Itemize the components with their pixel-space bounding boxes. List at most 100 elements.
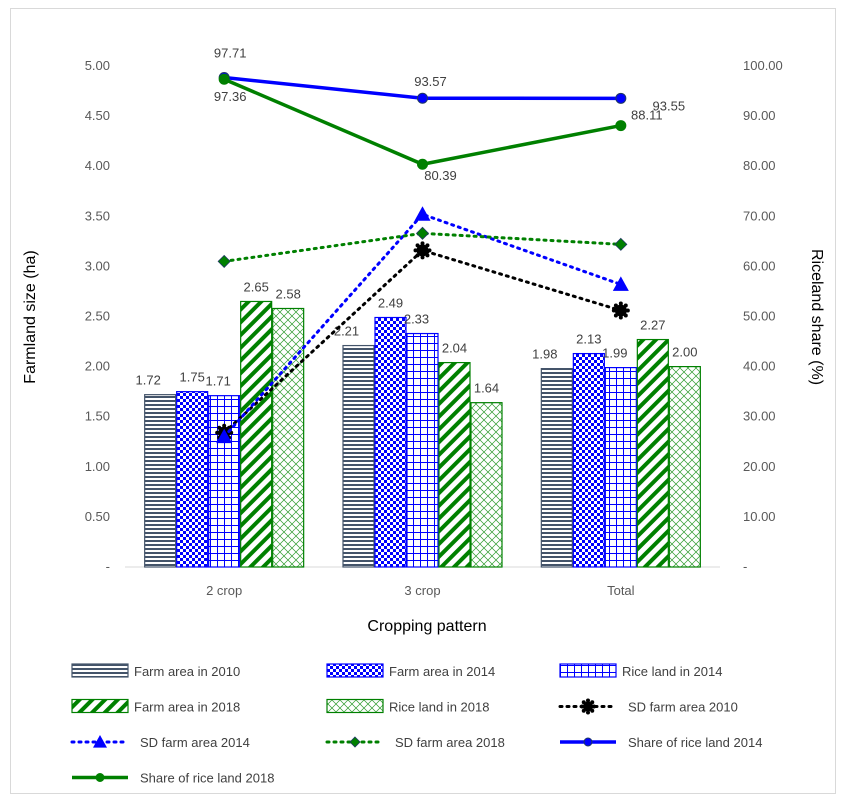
category-label: 2 crop — [206, 583, 242, 598]
left-tick-label: 1.50 — [85, 409, 110, 424]
line-marker — [583, 701, 593, 712]
line-marker — [590, 700, 595, 705]
legend-label: SD farm area 2010 — [628, 700, 738, 715]
line-marker — [420, 241, 425, 246]
left-tick-label: 3.50 — [85, 208, 110, 223]
left-tick-label: 1.00 — [85, 459, 110, 474]
line-marker — [581, 708, 586, 713]
line-marker — [586, 698, 590, 703]
category-labels: 2 crop 3 crop Total — [206, 583, 635, 598]
bar — [470, 402, 503, 568]
line-marker — [618, 301, 623, 306]
line-marker — [217, 425, 222, 430]
bar — [604, 367, 637, 568]
line-marker — [420, 255, 425, 260]
line-marker — [615, 120, 627, 132]
bar-data-label: 1.64 — [474, 381, 499, 396]
legend-swatch — [71, 698, 129, 714]
line-marker — [413, 248, 418, 253]
right-tick-label: 10.00 — [743, 509, 776, 524]
line-marker — [216, 428, 233, 444]
line-data-label: 88.11 — [631, 108, 663, 123]
bar-data-label: 2.00 — [672, 345, 697, 360]
bar — [572, 352, 605, 568]
bar-data-label: 1.99 — [602, 346, 627, 361]
legend-label: Rice land in 2018 — [389, 700, 489, 715]
line-marker — [349, 736, 361, 748]
line-marker — [215, 430, 220, 435]
left-tick-label: 2.50 — [85, 309, 110, 324]
line-data-labels: 97.71 93.57 93.55 97.36 80.39 88.11 — [214, 45, 685, 183]
left-tick-label: 2.00 — [85, 359, 110, 374]
legend-label: Farm area in 2018 — [134, 700, 240, 715]
bar-data-label: 2.27 — [640, 318, 665, 333]
legend-label: SD farm area 2018 — [395, 735, 505, 750]
left-tick-label: 5.00 — [85, 58, 110, 73]
bar — [240, 300, 273, 568]
bar — [636, 338, 669, 568]
line-marker — [425, 253, 430, 258]
line-data-label: 97.36 — [214, 89, 247, 104]
bar-data-label: 2.49 — [378, 296, 403, 311]
right-tick-label: 100.00 — [743, 58, 783, 73]
bar — [374, 316, 407, 568]
bar — [438, 361, 471, 568]
line-marker — [623, 313, 628, 318]
right-tick-label: 80.00 — [743, 158, 776, 173]
right-tick-label: 40.00 — [743, 359, 776, 374]
bar-data-label: 2.21 — [334, 324, 359, 339]
right-tick-label: 50.00 — [743, 309, 776, 324]
line-data-label: 93.57 — [414, 74, 447, 89]
line-marker — [592, 704, 596, 709]
bar — [406, 332, 439, 568]
bars — [144, 300, 701, 568]
bar-data-label: 1.72 — [136, 373, 161, 388]
line-data-label: 97.71 — [214, 45, 247, 60]
right-tick-label: 30.00 — [743, 409, 776, 424]
legend-label: Farm area in 2010 — [134, 664, 240, 679]
line-marker — [217, 254, 231, 268]
line-marker — [417, 92, 428, 104]
bar — [342, 344, 375, 568]
line-data-label: 80.39 — [424, 168, 457, 183]
bar-data-label: 2.13 — [576, 332, 601, 347]
legend-label: Farm area in 2014 — [389, 664, 495, 679]
left-tick-label: 4.00 — [85, 158, 110, 173]
line-marker — [583, 737, 593, 747]
line-marker — [218, 73, 230, 85]
category-label: 3 crop — [404, 583, 440, 598]
left-tick-label: 4.50 — [85, 108, 110, 123]
legend-swatch — [326, 698, 384, 714]
bar — [144, 394, 177, 568]
right-axis-ticks: - 10.00 20.00 30.00 40.00 50.00 60.00 70.00 80.0… — [743, 58, 783, 574]
line-marker — [613, 303, 618, 308]
line-marker — [625, 308, 630, 313]
line-marker — [581, 700, 586, 705]
line-marker — [615, 92, 627, 104]
bar — [272, 307, 305, 568]
right-tick-label: 20.00 — [743, 459, 776, 474]
line-marker — [427, 248, 432, 253]
left-tick-label: - — [106, 559, 110, 574]
y-axis-title: Farmland size (ha) — [22, 250, 39, 383]
line-marker — [417, 158, 428, 170]
legend-label: Rice land in 2014 — [622, 664, 722, 679]
line-marker — [415, 243, 420, 248]
line-marker — [612, 276, 629, 291]
right-tick-label: - — [743, 559, 747, 574]
bar-data-label: 1.71 — [206, 374, 231, 389]
x-axis-title: Cropping pattern — [367, 618, 486, 635]
legend-swatch — [71, 663, 129, 678]
line-marker — [590, 708, 595, 713]
legend-swatch — [559, 663, 617, 678]
right-tick-label: 60.00 — [743, 258, 776, 273]
left-tick-label: 0.50 — [85, 509, 110, 524]
lines — [215, 71, 630, 444]
line-marker — [414, 206, 431, 221]
line-marker — [614, 237, 628, 251]
bar-data-label: 1.75 — [180, 370, 205, 385]
bar-data-label: 2.33 — [404, 312, 429, 327]
y2-axis-title: Riceland share (%) — [808, 249, 825, 385]
line-marker — [93, 735, 107, 748]
